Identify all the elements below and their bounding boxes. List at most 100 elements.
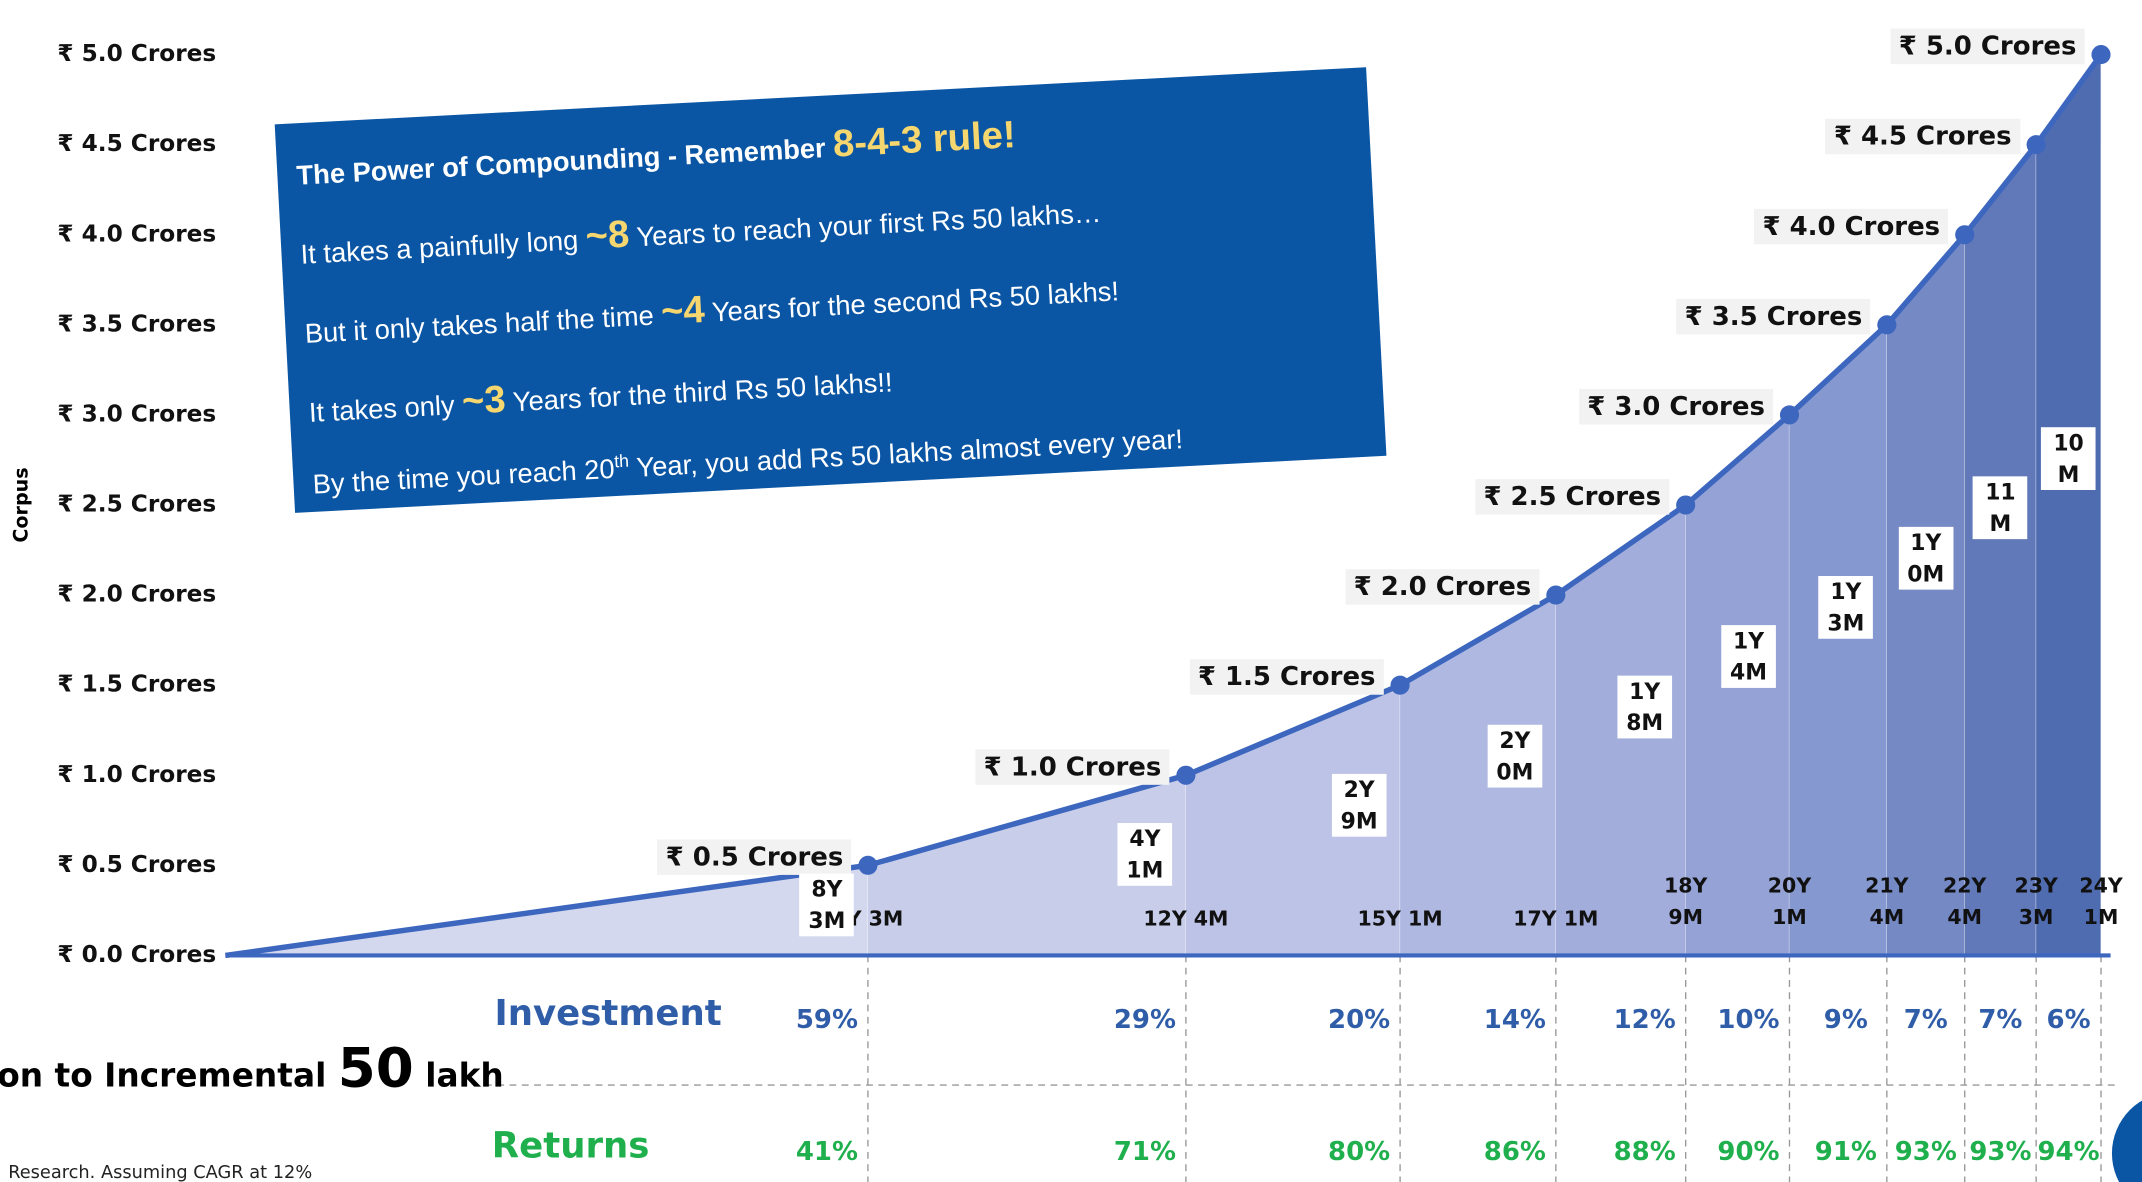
text: lakh bbox=[413, 1056, 504, 1095]
x-tick-label: 20Y 1M bbox=[1767, 873, 1812, 930]
value-label: ₹ 2.0 Crores bbox=[1345, 569, 1540, 605]
text: on to Incremental bbox=[0, 1056, 338, 1095]
text: Years for the second Rs 50 lakhs! bbox=[704, 277, 1120, 329]
row-label: Returns bbox=[491, 1126, 650, 1167]
x-tick-label: 23Y 3M bbox=[2014, 873, 2058, 930]
duration: 2Y 0M bbox=[1487, 724, 1543, 788]
investment-value: 6% bbox=[2046, 1004, 2091, 1035]
point bbox=[2091, 45, 2111, 65]
investment-value: 59% bbox=[795, 1004, 858, 1035]
y-tick-label: ₹ 1.5 Crores bbox=[57, 671, 216, 698]
duration: 8Y 3M bbox=[799, 873, 855, 936]
value-label: ₹ 1.5 Crores bbox=[1189, 659, 1384, 695]
returns-value: 94% bbox=[2037, 1136, 2100, 1167]
text: It takes a painfully long bbox=[299, 225, 587, 271]
y-tick-label: ₹ 2.5 Crores bbox=[57, 491, 216, 518]
value-label: ₹ 1.0 Crores bbox=[975, 749, 1170, 785]
point bbox=[2026, 135, 2046, 155]
point bbox=[1877, 315, 1897, 335]
y-tick-label: ₹ 1.0 Crores bbox=[57, 761, 216, 788]
duration: 1Y 4M bbox=[1721, 625, 1776, 689]
point bbox=[1676, 495, 1696, 515]
callout-line: It takes only ~3 Years for the third Rs … bbox=[308, 333, 1363, 432]
returns-value: 86% bbox=[1483, 1136, 1546, 1167]
highlight: 8-4-3 rule! bbox=[831, 112, 1017, 165]
x-tick-label: 21Y 4M bbox=[1865, 873, 1909, 930]
band bbox=[1964, 144, 2037, 956]
band bbox=[867, 775, 1186, 956]
duration: 1Y 0M bbox=[1898, 526, 1954, 590]
investment-value: 9% bbox=[1823, 1004, 1868, 1035]
highlight: ~4 bbox=[659, 287, 706, 333]
investment-value: 10% bbox=[1717, 1004, 1780, 1035]
superscript: th bbox=[613, 450, 630, 472]
y-tick-label: ₹ 0.0 Crores bbox=[57, 941, 216, 968]
point bbox=[1955, 225, 1975, 245]
x-tick-label: 18Y 9M bbox=[1663, 873, 1708, 930]
y-tick-label: ₹ 4.5 Crores bbox=[57, 130, 216, 157]
y-axis-label: Corpus bbox=[9, 467, 32, 542]
duration: 4Y 1M bbox=[1117, 823, 1173, 887]
text: By the time you reach 20 bbox=[312, 454, 616, 501]
x-tick-label: 22Y 4M bbox=[1943, 873, 1987, 930]
highlight: ~8 bbox=[584, 212, 631, 258]
text: Years to reach your first Rs 50 lakhs… bbox=[628, 198, 1102, 254]
band bbox=[2036, 54, 2102, 956]
point bbox=[1546, 585, 1566, 605]
text: It takes only bbox=[308, 390, 463, 429]
duration: 1Y 3M bbox=[1818, 575, 1874, 639]
text: The Power of Compounding - Remember bbox=[295, 133, 834, 192]
returns-value: 90% bbox=[1717, 1136, 1780, 1167]
value-label: ₹ 0.5 Crores bbox=[657, 839, 852, 875]
band bbox=[1789, 324, 1887, 956]
side-caption: on to Incremental 50 lakh bbox=[0, 1037, 504, 1100]
band bbox=[1886, 234, 1965, 956]
point bbox=[1176, 765, 1196, 785]
y-tick-label: ₹ 4.0 Crores bbox=[57, 220, 216, 247]
callout: The Power of Compounding - Remember 8-4-… bbox=[274, 67, 1387, 513]
footnote: Research. Assuming CAGR at 12% bbox=[8, 1162, 313, 1182]
y-tick-label: ₹ 2.0 Crores bbox=[57, 581, 216, 608]
point bbox=[1779, 405, 1800, 425]
y-tick-label: ₹ 0.5 Crores bbox=[57, 851, 216, 878]
investment-value: 7% bbox=[1978, 1004, 2023, 1035]
investment-value: 29% bbox=[1113, 1004, 1176, 1035]
band bbox=[1400, 595, 1556, 956]
returns-value: 93% bbox=[1894, 1136, 1957, 1167]
value-label: ₹ 4.0 Crores bbox=[1754, 208, 1949, 245]
text: But it only takes half the time bbox=[304, 300, 663, 350]
text: 50 bbox=[337, 1037, 414, 1101]
value-label: ₹ 3.5 Crores bbox=[1676, 298, 1871, 335]
row-label: Investment bbox=[494, 993, 722, 1035]
returns-value: 88% bbox=[1613, 1136, 1676, 1167]
x-tick-label: 15Y 1M bbox=[1357, 906, 1443, 931]
text: Years for the third Rs 50 lakhs!! bbox=[504, 368, 894, 419]
band bbox=[1185, 685, 1401, 956]
investment-value: 7% bbox=[1903, 1004, 1948, 1035]
point bbox=[858, 855, 878, 875]
y-tick-label: ₹ 3.5 Crores bbox=[57, 310, 216, 337]
investment-value: 14% bbox=[1483, 1004, 1546, 1035]
value-label: ₹ 5.0 Crores bbox=[1890, 28, 2085, 65]
value-label: ₹ 4.5 Crores bbox=[1825, 118, 2020, 155]
investment-value: 20% bbox=[1328, 1004, 1391, 1035]
y-tick-label: ₹ 3.0 Crores bbox=[57, 400, 216, 427]
duration: 10 M bbox=[2041, 427, 2096, 490]
returns-value: 71% bbox=[1113, 1136, 1176, 1167]
returns-value: 91% bbox=[1814, 1136, 1877, 1167]
value-label: ₹ 3.0 Crores bbox=[1579, 388, 1774, 425]
returns-value: 80% bbox=[1328, 1136, 1391, 1167]
investment-value: 12% bbox=[1613, 1004, 1676, 1035]
value-label: ₹ 2.5 Crores bbox=[1475, 479, 1670, 515]
point bbox=[1390, 675, 1410, 695]
x-tick-label: 17Y 1M bbox=[1513, 906, 1599, 931]
duration: 1Y 8M bbox=[1617, 674, 1673, 738]
duration: 2Y 9M bbox=[1331, 774, 1387, 837]
callout-line: It takes a painfully long ~8 Years to re… bbox=[299, 175, 1354, 274]
returns-value: 93% bbox=[1969, 1136, 2032, 1167]
callout-line: But it only takes half the time ~4 Years… bbox=[304, 254, 1359, 353]
returns-value: 41% bbox=[795, 1136, 858, 1167]
x-tick-label: 12Y 4M bbox=[1143, 906, 1229, 931]
